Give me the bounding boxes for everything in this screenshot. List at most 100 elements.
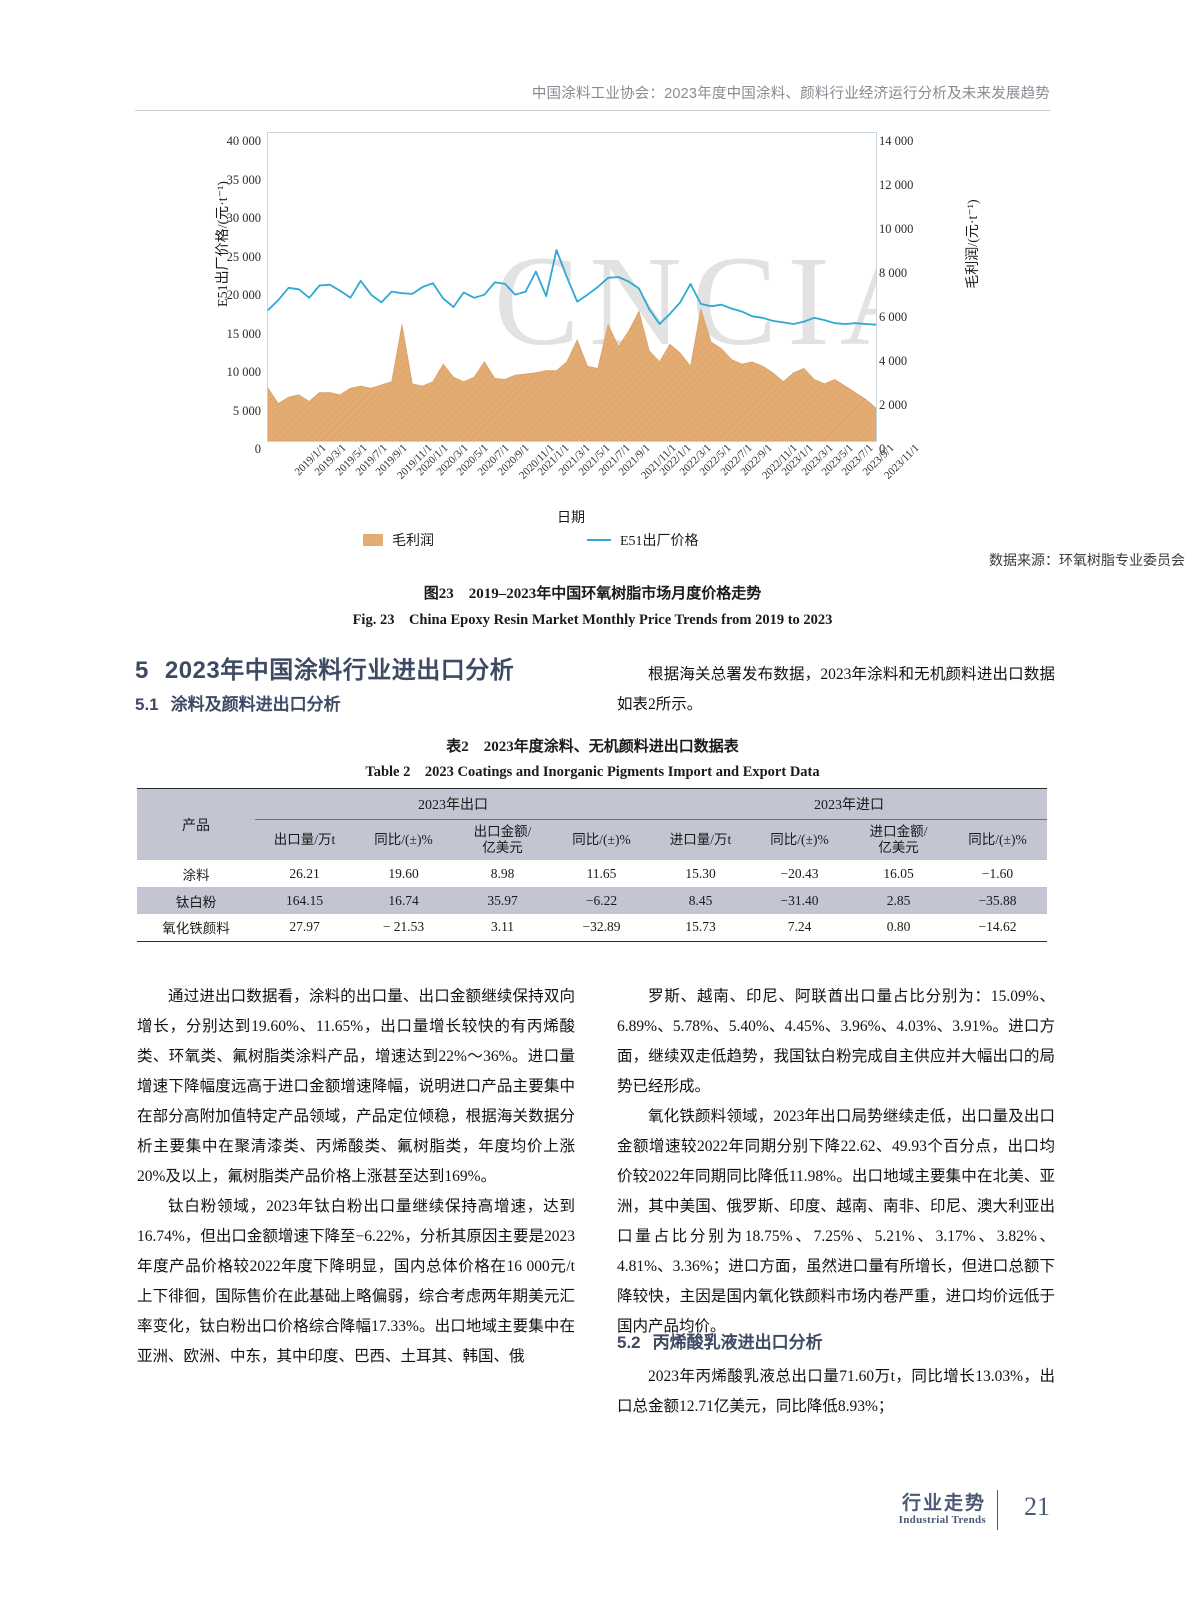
running-head: 中国涂料工业协会：2023年度中国涂料、颜料行业经济运行分析及未来发展趋势 [531, 86, 1050, 102]
figure-data-source: 数据来源：环氧树脂专业委员会 [989, 554, 1185, 569]
cell-value: 8.98 [490, 865, 515, 881]
cell-value: 8.45 [688, 892, 713, 908]
footer-brand-en: Industrial Trends [898, 1514, 986, 1526]
running-head-rule [135, 110, 1050, 111]
cell-value: 0.80 [849, 914, 948, 942]
cell-value: 164.15 [285, 892, 324, 908]
cell-value: 11.65 [586, 865, 617, 881]
table-subheader-row: 出口量/万t 同比/(±)% 出口金额/亿美元 同比/(±)% 进口量/万t 同比/(±)… [137, 820, 1047, 861]
table-row: 涂料 26.21 19.60 8.98 11.65 15.30 −20.43 16.05 −1.… [137, 860, 1047, 887]
y-tick-left: 25 000 [226, 249, 261, 264]
paragraph: 罗斯、越南、印尼、阿联酋出口量占比分别为：15.09%、6.89%、5.78%、… [617, 988, 1055, 1095]
cell-value: 3.11 [453, 914, 552, 942]
subsection-number: 5.1 [135, 695, 159, 714]
paragraph: 根据海关总署发布数据，2023年涂料和无机颜料进出口数据如表2所示。 [617, 666, 1055, 713]
chart-y-axis-left-ticks: 0 5 000 10 000 15 000 20 000 25 000 30 000 35 0… [187, 132, 261, 456]
gross-profit-area [268, 308, 876, 441]
cell-value: −14.62 [948, 914, 1047, 942]
y-tick-left: 35 000 [226, 172, 261, 187]
cell-value: 2.85 [886, 892, 911, 908]
subsection-heading-5-1: 5.1 涂料及颜料进出口分析 [135, 690, 341, 715]
table-head: 产品 2023年出口 2023年进口 出口量/万t 同比/(±)% 出口金额/亿美元… [137, 788, 1047, 861]
subsection-title: 丙烯酸乳液进出口分析 [652, 1333, 823, 1352]
page-footer: 行业走势 Industrial Trends 21 [760, 1488, 1050, 1540]
col-subheader: 同比/(±)% [770, 832, 829, 848]
footer-brand-cn: 行业走势 [901, 1493, 986, 1514]
y-tick-left: 5 000 [232, 403, 261, 418]
paragraph: 钛白粉领域，2023年钛白粉出口量继续保持高增速，达到16.74%，但出口金额增… [137, 1198, 575, 1365]
chart-x-axis-ticks: 2019/1/1 2019/3/1 2019/5/1 2019/7/1 2019/9/1… [267, 442, 922, 512]
figure-caption-en: Fig. 23 China Epoxy Resin Market Monthly… [352, 612, 833, 628]
col-group-export: 2023年出口 [255, 788, 651, 820]
cell-value: 26.21 [289, 865, 320, 881]
table-row: 氧化铁颜料 27.97− 21.53 3.11 −32.89 15.73 7.24 0.80… [137, 914, 1047, 942]
y-tick-left: 40 000 [226, 134, 261, 148]
table-row: 钛白粉 164.15 16.74 35.97 −6.22 8.45 −31.40 2.85 −3… [137, 887, 1047, 914]
cell-value: 15.73 [651, 914, 750, 942]
col-subheader: 出口金额/亿美元 [473, 824, 532, 855]
area-swatch-icon [363, 534, 383, 546]
figure-caption-cn: 图23 2019–2023年中国环氧树脂市场月度价格走势 [423, 586, 762, 602]
cell-value: 27.97 [255, 914, 354, 942]
y-tick-right: 2 000 [879, 398, 908, 412]
y-tick-left: 10 000 [226, 365, 261, 379]
section-heading-5: 5 2023年中国涂料行业进出口分析 [135, 650, 514, 685]
section-title: 2023年中国涂料行业进出口分析 [164, 657, 515, 684]
table-body: 涂料 26.21 19.60 8.98 11.65 15.30 −20.43 16.05 −1.… [137, 860, 1047, 942]
legend-item-e51-price: E51出厂价格 [587, 530, 699, 550]
col-group-import: 2023年进口 [651, 788, 1047, 820]
body-column-right: 罗斯、越南、印尼、阿联酋出口量占比分别为：15.09%、6.89%、5.78%、… [617, 982, 1055, 1342]
paragraph: 2023年丙烯酸乳液总出口量71.60万t，同比增长13.03%，出口总金额12… [617, 1368, 1055, 1415]
cell-value: 35.97 [487, 892, 518, 908]
col-subheader: 同比/(±)% [572, 832, 631, 848]
y-tick-left: 15 000 [226, 326, 261, 341]
cell-value: 15.30 [685, 865, 716, 881]
cell-value: 7.24 [750, 914, 849, 942]
footer-divider [996, 1490, 998, 1530]
cell-value: −1.60 [981, 865, 1014, 881]
chart-legend: 毛利润 E51出厂价格 [267, 530, 875, 552]
page-number: 21 [1024, 1492, 1050, 1521]
cell-value: − 21.53 [354, 914, 453, 942]
table-group-header-row: 产品 2023年出口 2023年进口 [137, 788, 1047, 860]
cell-value: −31.40 [780, 892, 819, 908]
cell-value: −35.88 [978, 892, 1017, 908]
subsection-title: 涂料及颜料进出口分析 [170, 695, 341, 714]
subsection-number: 5.2 [617, 1333, 641, 1352]
cell-value: −32.89 [552, 914, 651, 942]
body-column-left: 通过进出口数据看，涂料的出口量、出口金额继续保持双向增长，分别达到19.60%、… [137, 982, 575, 1372]
y-tick-left: 30 000 [226, 211, 261, 225]
chart-series-svg [268, 249, 876, 441]
cell-product: 涂料 [182, 867, 210, 883]
cell-value: −20.43 [780, 865, 819, 881]
legend-label-e51-price: E51出厂价格 [620, 534, 699, 549]
subsection-heading-5-2: 5.2 丙烯酸乳液进出口分析 [617, 1328, 823, 1353]
cell-value: 16.74 [388, 892, 419, 908]
table-caption-en: Table 2 2023 Coatings and Inorganic Pigm… [365, 764, 820, 780]
cell-product: 钛白粉 [175, 894, 217, 910]
col-subheader: 同比/(±)% [968, 832, 1027, 848]
y-tick-right: 4 000 [879, 354, 908, 368]
body-column-right-top: 根据海关总署发布数据，2023年涂料和无机颜料进出口数据如表2所示。 [617, 660, 1055, 720]
chart-y-axis-right-label: 毛利润/(元·t⁻¹) [966, 199, 981, 289]
chart-plot-area: CNCIA [267, 132, 877, 442]
col-header-product: 产品 [137, 788, 255, 860]
col-subheader: 进口量/万t [669, 832, 732, 848]
line-swatch-icon [587, 539, 611, 541]
cell-product: 氧化铁颜料 [137, 914, 255, 942]
y-tick-right: 10 000 [879, 222, 914, 236]
cell-value: 19.60 [388, 865, 419, 881]
y-tick-right: 0 [879, 442, 886, 456]
y-tick-right: 6 000 [879, 310, 908, 324]
body-column-right-after-5-2: 2023年丙烯酸乳液总出口量71.60万t，同比增长13.03%，出口总金额12… [617, 1362, 1055, 1422]
y-tick-left: 0 [254, 442, 261, 456]
col-subheader: 出口量/万t [273, 832, 336, 848]
col-subheader: 同比/(±)% [374, 832, 433, 848]
col-subheader: 进口金额/亿美元 [869, 824, 928, 855]
y-tick-right: 8 000 [879, 266, 908, 280]
cell-value: −6.22 [585, 892, 618, 908]
y-tick-right: 12 000 [879, 178, 914, 192]
